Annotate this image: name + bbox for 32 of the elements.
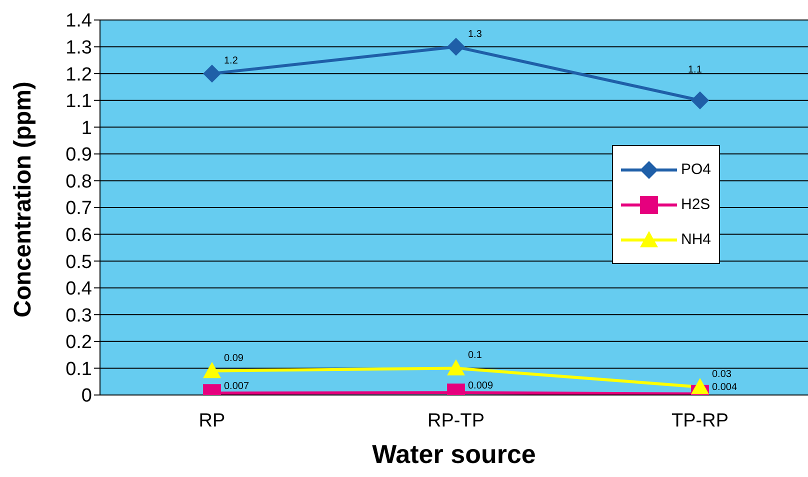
- y-tick-label: 0.1: [66, 358, 92, 380]
- y-tick-label: 0.5: [66, 252, 92, 273]
- x-tick-label: TP-RP: [672, 410, 728, 432]
- data-label: 0.009: [468, 380, 494, 392]
- data-label: 0.03: [712, 368, 732, 380]
- y-tick-label: 0: [81, 386, 92, 407]
- y-tick-label: 1.3: [66, 38, 92, 59]
- x-tick-label: RP-TP: [428, 410, 484, 432]
- data-label: 1.2: [224, 56, 238, 67]
- data-label: 1.3: [468, 28, 482, 40]
- y-tick-label: 0.2: [66, 332, 92, 354]
- y-tick-label: 1.1: [66, 91, 92, 112]
- legend-label: H2S: [681, 196, 710, 213]
- y-tick-label: 0.6: [66, 225, 92, 246]
- data-label: 0.004: [712, 382, 738, 393]
- y-tick-label: 0.7: [66, 198, 92, 220]
- y-axis-title: Concentration (ppm): [10, 82, 37, 318]
- y-tick-label: 0.9: [66, 144, 92, 166]
- y-tick-label: 0.8: [66, 171, 92, 192]
- data-label: 1.1: [688, 64, 702, 76]
- x-axis-title: Water source: [372, 439, 536, 469]
- y-tick-label: 1.2: [66, 64, 92, 86]
- data-label: 0.007: [224, 381, 250, 392]
- data-label: 0.09: [224, 352, 244, 364]
- x-tick-label: RP: [198, 410, 226, 432]
- y-tick-label: 1.4: [66, 10, 92, 32]
- y-tick-label: 0.3: [66, 305, 92, 326]
- y-tick-label: 1: [81, 118, 92, 139]
- legend-label: PO4: [681, 161, 712, 178]
- legend-label: NH4: [681, 231, 712, 248]
- data-label: 0.1: [468, 350, 482, 362]
- y-tick-label: 0.4: [66, 278, 92, 300]
